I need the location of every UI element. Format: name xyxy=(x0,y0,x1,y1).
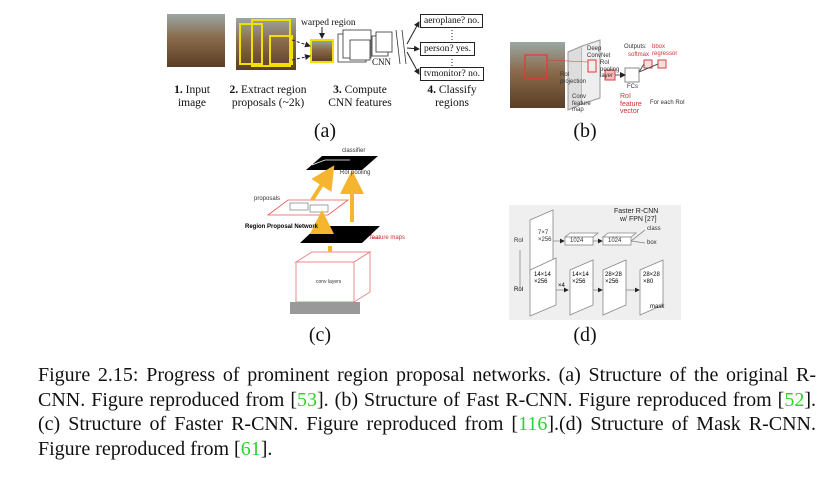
step-label: 3. Compute CNN features xyxy=(322,84,398,109)
b-text: Deep ConvNet xyxy=(587,46,611,59)
b-text: RoI projection xyxy=(560,72,587,85)
b-text: Conv feature map xyxy=(572,94,591,114)
panel-label: (a) xyxy=(313,120,337,142)
citation: 52 xyxy=(784,388,805,411)
cnn-blocks xyxy=(337,29,407,65)
step-number: 1. xyxy=(174,84,183,96)
d-text: w/ FPN [27] xyxy=(620,216,657,223)
caption-text: ]. xyxy=(260,437,273,460)
warped-image xyxy=(310,39,334,63)
b-text: For each RoI xyxy=(650,100,685,106)
d-text: 28×28 ×256 xyxy=(605,272,622,285)
mask-blocks xyxy=(529,209,664,317)
d-text: Faster R-CNN xyxy=(614,208,659,215)
d-text: 7×7 ×256 xyxy=(538,230,552,243)
c-text: proposals xyxy=(254,196,281,202)
d-text: 14×14 ×256 xyxy=(572,272,589,285)
c-text: conv layers xyxy=(316,279,342,285)
b-text: Outputs: xyxy=(624,44,647,50)
c-text: Region Proposal Network xyxy=(245,224,319,230)
d-text: box xyxy=(647,240,657,246)
output-box: person? yes. xyxy=(420,42,475,57)
fast-rcnn-image xyxy=(510,42,565,108)
step-text: Input image xyxy=(177,84,210,109)
caption-text: Figure 2.15: Progress of prominent regio… xyxy=(38,364,816,411)
caption-text: ].(d) Structure of Mask R-CNN. Figure re… xyxy=(38,413,816,460)
step-label: 2. Extract region proposals (~2k) xyxy=(227,84,309,109)
d-text: mask xyxy=(650,304,665,310)
output-box: tvmonitor? no. xyxy=(420,67,484,82)
step-label: 1. Input image xyxy=(162,84,222,109)
caption-text: ]. (b) Structure of Fast R-CNN. Figure r… xyxy=(316,388,785,411)
panel-label: (d) xyxy=(573,324,597,346)
figure-graphics xyxy=(167,14,681,320)
c-text: feature maps xyxy=(370,235,406,241)
cnn-label: CNN xyxy=(372,57,392,67)
step-number: 3. xyxy=(333,84,342,96)
citation: 116 xyxy=(518,413,548,435)
step-text: Classify regions xyxy=(435,84,477,109)
d-text: 28×28 ×80 xyxy=(643,272,660,285)
panel-label: (b) xyxy=(573,120,597,142)
step-text: Compute CNN features xyxy=(328,84,392,109)
d-text: RoI xyxy=(514,238,524,244)
output-box: aeroplane? no. xyxy=(420,14,484,29)
input-image xyxy=(167,14,225,67)
c-text: classifier xyxy=(342,148,366,154)
proposal-image xyxy=(236,18,296,70)
b-text: FCs xyxy=(627,84,638,90)
citation: 53 xyxy=(296,388,317,411)
d-text: ×4 xyxy=(558,283,565,289)
b-text: RoI feature vector xyxy=(620,93,642,116)
caption-text: ]. (c) Structure of Faster R-CNN. Figure… xyxy=(38,388,816,436)
step-text: Extract region proposals (~2k) xyxy=(231,84,307,109)
d-text: class xyxy=(647,226,661,232)
step-number: 4. xyxy=(427,84,437,96)
d-text: RoI xyxy=(514,287,524,293)
warped-label: warped region xyxy=(301,18,356,28)
d-text: 14×14 ×256 xyxy=(534,272,551,285)
b-text: softmax xyxy=(628,52,650,58)
citation: 61 xyxy=(240,437,261,460)
panel-label: (c) xyxy=(308,324,332,346)
d-text: 1024 xyxy=(570,238,584,244)
caption: Figure 2.15: Progress of prominent regio… xyxy=(38,363,816,461)
c-text: RoI pooling xyxy=(340,170,371,176)
b-text: bbox regressor xyxy=(652,44,678,57)
b-text: RoI pooling layer xyxy=(600,60,620,80)
step-label: 4. Classify regions xyxy=(419,84,485,109)
d-text: 1024 xyxy=(608,238,622,244)
step-number: 2. xyxy=(229,84,239,96)
